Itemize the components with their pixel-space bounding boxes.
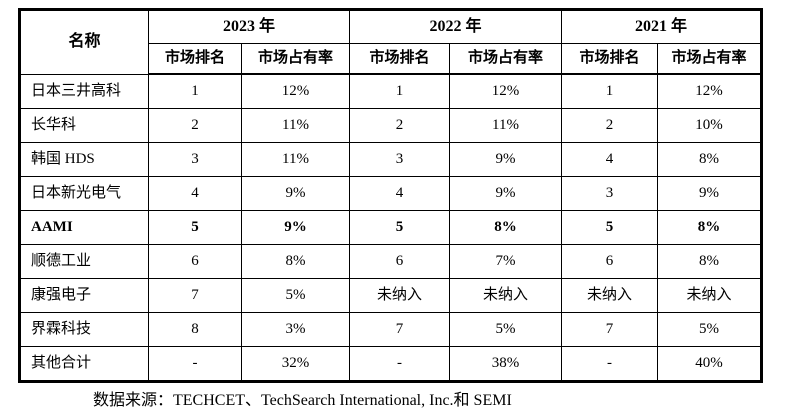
share-2021: 10% <box>657 108 762 143</box>
company-name: 韩国 HDS <box>19 142 149 177</box>
share-2022: 12% <box>449 73 562 109</box>
share-header-2022: 市场占有率 <box>449 43 562 75</box>
company-name: 长华科 <box>19 108 149 143</box>
year-header-2021: 2021 年 <box>561 9 762 44</box>
table-row: 日本新光电气 4 9% 4 9% 3 9% <box>19 176 762 211</box>
share-2023: 3% <box>241 312 350 347</box>
year-header-2023: 2023 年 <box>148 9 350 44</box>
share-2022: 未纳入 <box>449 278 562 313</box>
share-2021: 5% <box>657 312 762 347</box>
rank-2023: 6 <box>148 244 242 279</box>
rank-2022: 2 <box>349 108 450 143</box>
share-2023: 8% <box>241 244 350 279</box>
rank-2023: 5 <box>148 210 242 245</box>
rank-2022: - <box>349 346 450 382</box>
company-name: 界霖科技 <box>19 312 149 347</box>
share-2023: 9% <box>241 210 350 245</box>
rank-2021: 2 <box>561 108 658 143</box>
share-2023: 5% <box>241 278 350 313</box>
name-column-header: 名称 <box>19 9 149 75</box>
share-2023: 12% <box>241 73 350 109</box>
rank-2021: - <box>561 346 658 382</box>
rank-2021: 未纳入 <box>561 278 658 313</box>
rank-2023: 1 <box>148 73 242 109</box>
share-2021: 8% <box>657 142 762 177</box>
company-name: 日本三井高科 <box>19 73 149 109</box>
rank-header-2021: 市场排名 <box>561 43 658 75</box>
rank-2021: 1 <box>561 73 658 109</box>
company-name: AAMI <box>19 210 149 245</box>
rank-2023: 3 <box>148 142 242 177</box>
rank-2023: 2 <box>148 108 242 143</box>
share-2022: 9% <box>449 176 562 211</box>
share-2021: 40% <box>657 346 762 382</box>
rank-2022: 5 <box>349 210 450 245</box>
table-row: 顺德工业 6 8% 6 7% 6 8% <box>19 244 762 279</box>
year-header-row: 名称 2023 年 2022 年 2021 年 <box>19 9 762 75</box>
subheader-row: 市场排名 市场占有率 市场排名 市场占有率 市场排名 市场占有率 <box>20 43 762 75</box>
company-name: 康强电子 <box>19 278 149 313</box>
table-row: 康强电子 7 5% 未纳入 未纳入 未纳入 未纳入 <box>19 278 762 313</box>
rank-2022: 4 <box>349 176 450 211</box>
rank-header-2023: 市场排名 <box>148 43 242 75</box>
year-header-2022: 2022 年 <box>349 9 562 44</box>
table-row-aami: AAMI 5 9% 5 8% 5 8% <box>19 210 762 245</box>
rank-2022: 7 <box>349 312 450 347</box>
table-row: 韩国 HDS 3 11% 3 9% 4 8% <box>19 142 762 177</box>
share-2023: 9% <box>241 176 350 211</box>
data-source-note: 数据来源：TECHCET、TechSearch International, I… <box>93 392 512 409</box>
share-2021: 未纳入 <box>657 278 762 313</box>
market-share-table: 名称 2023 年 2022 年 2021 年 市场排名 市场占有率 市场排名 … <box>18 8 763 383</box>
share-header-2023: 市场占有率 <box>241 43 350 75</box>
rank-2023: 8 <box>148 312 242 347</box>
share-2022: 5% <box>449 312 562 347</box>
rank-2021: 6 <box>561 244 658 279</box>
company-name: 其他合计 <box>19 346 149 382</box>
share-2022: 9% <box>449 142 562 177</box>
rank-2022: 6 <box>349 244 450 279</box>
table-row: 其他合计 - 32% - 38% - 40% <box>19 346 762 382</box>
share-2022: 11% <box>449 108 562 143</box>
table-row: 界霖科技 8 3% 7 5% 7 5% <box>19 312 762 347</box>
rank-2022: 未纳入 <box>349 278 450 313</box>
share-2022: 8% <box>449 210 562 245</box>
share-header-2021: 市场占有率 <box>657 43 762 75</box>
share-2021: 9% <box>657 176 762 211</box>
rank-2023: - <box>148 346 242 382</box>
rank-2021: 7 <box>561 312 658 347</box>
share-2022: 7% <box>449 244 562 279</box>
share-2021: 8% <box>657 210 762 245</box>
rank-2021: 4 <box>561 142 658 177</box>
share-2021: 8% <box>657 244 762 279</box>
table-row: 日本三井高科 1 12% 1 12% 1 12% <box>19 73 762 109</box>
rank-header-2022: 市场排名 <box>349 43 450 75</box>
rank-2022: 3 <box>349 142 450 177</box>
rank-2023: 7 <box>148 278 242 313</box>
rank-2023: 4 <box>148 176 242 211</box>
share-2023: 32% <box>241 346 350 382</box>
share-2021: 12% <box>657 73 762 109</box>
rank-2022: 1 <box>349 73 450 109</box>
table-row: 长华科 2 11% 2 11% 2 10% <box>19 108 762 143</box>
share-2023: 11% <box>241 108 350 143</box>
rank-2021: 5 <box>561 210 658 245</box>
share-2023: 11% <box>241 142 350 177</box>
company-name: 顺德工业 <box>19 244 149 279</box>
rank-2021: 3 <box>561 176 658 211</box>
company-name: 日本新光电气 <box>19 176 149 211</box>
share-2022: 38% <box>449 346 562 382</box>
